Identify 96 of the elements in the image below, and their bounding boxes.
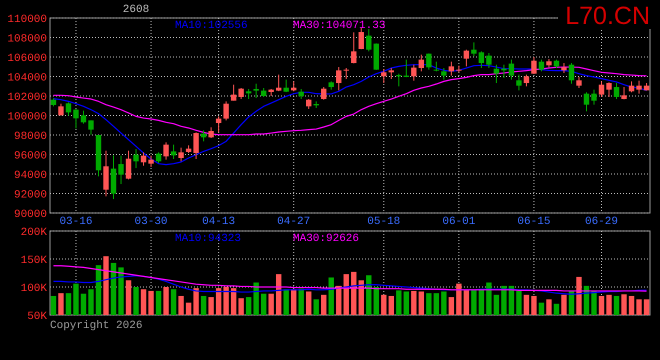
candlestick <box>636 80 642 94</box>
candlestick <box>193 132 199 160</box>
candlestick <box>253 83 259 99</box>
candlestick <box>290 80 296 92</box>
line-series <box>52 265 648 292</box>
x-tick-label: 03-16 <box>59 216 92 228</box>
y-tick-label: 94000 <box>14 170 47 182</box>
candlestick <box>494 64 500 84</box>
text: MA10:102556 <box>175 20 248 32</box>
candlestick <box>464 49 470 67</box>
x-tick-label: 06-29 <box>584 216 618 228</box>
candlestick <box>336 66 342 91</box>
candlestick <box>66 102 72 116</box>
y-tick-label: 102000 <box>7 92 47 104</box>
candlestick <box>411 64 417 82</box>
y-tick-label: 90000 <box>14 208 47 221</box>
text: MA10:94323 <box>175 233 242 245</box>
candlestick <box>208 126 214 139</box>
candlestick <box>524 74 530 87</box>
y-tick-label: 104000 <box>7 72 47 84</box>
candlestick <box>448 61 454 76</box>
y-tick-label: 106000 <box>7 52 47 65</box>
candlestick <box>118 155 124 185</box>
text: MA30:104071.33 <box>293 20 386 32</box>
y-tick-label: 200K <box>20 226 48 239</box>
candlestick <box>276 74 282 92</box>
candlestick <box>358 28 364 50</box>
candlestick <box>606 82 612 98</box>
candlestick <box>388 68 394 80</box>
candlestick <box>298 88 304 100</box>
candlestick <box>501 64 507 78</box>
candlestick <box>351 32 356 64</box>
candlestick <box>103 150 109 197</box>
candlestick <box>148 155 154 168</box>
candlestick <box>246 88 252 100</box>
candlestick <box>223 100 229 121</box>
candlestick <box>441 68 447 80</box>
candlestick <box>486 52 492 69</box>
candlestick <box>163 142 169 160</box>
candlestick <box>614 82 620 100</box>
candlestick <box>366 28 372 52</box>
candlestick <box>344 68 349 80</box>
candlestick <box>561 62 567 74</box>
y-tick-label: 92000 <box>14 189 47 202</box>
y-tick-label: 98000 <box>14 130 47 143</box>
candlestick <box>80 110 86 124</box>
candlestick <box>156 152 162 164</box>
candlestick <box>471 42 477 57</box>
y-tick-label: 100K <box>20 282 48 295</box>
candlestick <box>418 54 424 72</box>
candlestick <box>531 56 537 74</box>
candlestick <box>591 89 597 106</box>
text: MA30:92626 <box>293 233 360 245</box>
chart-subtitle: 2608 <box>122 4 150 16</box>
candlestick <box>140 152 146 166</box>
y-tick-label: 150K <box>20 254 48 267</box>
candlestick <box>508 59 514 80</box>
x-tick-label: 05-18 <box>367 216 400 228</box>
candlestick <box>426 52 432 70</box>
candlestick <box>88 120 94 136</box>
candlestick <box>478 50 484 69</box>
y-tick-label: 110000 <box>7 14 47 26</box>
x-tick-label: 06-15 <box>517 216 550 228</box>
candlestick <box>538 59 544 72</box>
x-tick-label: 03-30 <box>134 216 168 228</box>
candlestick <box>73 108 79 129</box>
candlestick <box>126 150 132 180</box>
candlestick <box>396 73 402 87</box>
candlestick <box>170 144 176 160</box>
candlestick <box>178 147 184 162</box>
chart-title: L70.CN <box>565 2 650 30</box>
candlestick <box>381 68 386 84</box>
candlestick <box>434 61 440 72</box>
candlestick <box>200 130 206 142</box>
candlestick <box>628 80 634 93</box>
y-tick-label: 96000 <box>14 150 47 162</box>
y-tick-label: 108000 <box>7 33 47 46</box>
x-tick-label: 06-01 <box>442 216 476 228</box>
candlestick <box>230 84 236 102</box>
y-tick-label: 50K <box>27 310 48 323</box>
x-tick-label: 04-13 <box>202 216 236 228</box>
candlestick <box>238 88 244 100</box>
candlestick <box>584 92 590 112</box>
candlestick <box>598 80 604 98</box>
line-series <box>52 275 648 295</box>
candlestick <box>216 116 222 133</box>
candlestick <box>283 79 289 93</box>
candlestick <box>516 74 522 91</box>
candlestick <box>133 148 139 169</box>
x-tick-label: 04-27 <box>277 216 310 228</box>
y-tick-label: 100000 <box>7 111 47 124</box>
candlestick <box>404 59 410 78</box>
text: Copyright 2026 <box>50 320 142 332</box>
candlestick <box>321 86 326 100</box>
candlestick <box>306 98 312 110</box>
candlestick <box>568 62 574 84</box>
